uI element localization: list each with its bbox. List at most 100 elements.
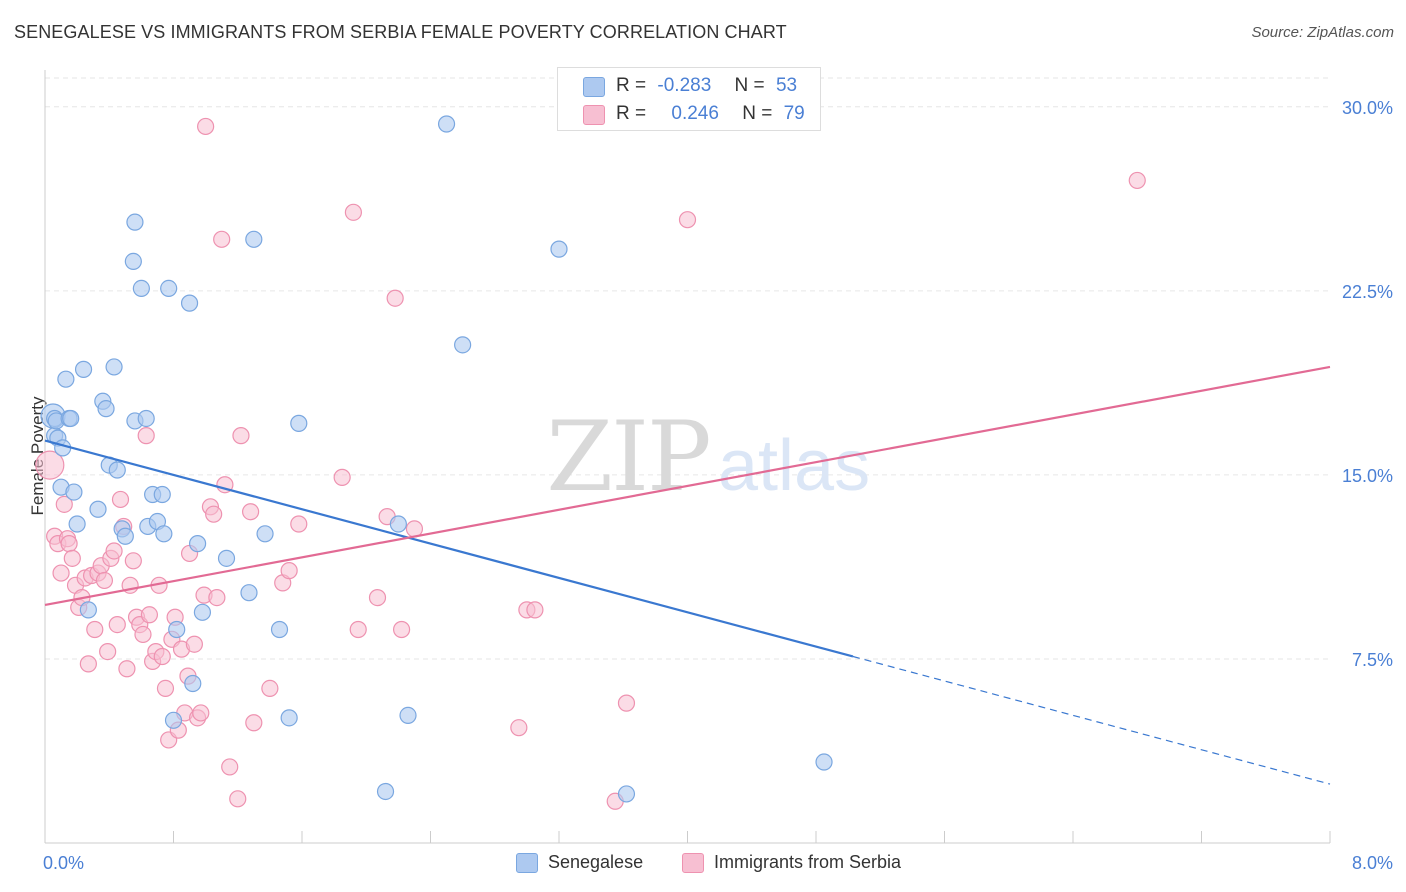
serbia-point	[1128, 171, 1146, 190]
serbia-point	[52, 564, 70, 582]
senegalese-point	[132, 279, 150, 298]
serbia-points	[35, 117, 1146, 810]
source-label: Source: ZipAtlas.com	[1251, 24, 1394, 41]
n-value: 53	[775, 75, 798, 96]
serbia-point	[617, 694, 636, 712]
senegalese-legend-swatch	[516, 852, 538, 873]
y-tick-label: 15.0%	[1342, 466, 1393, 486]
serbia-point	[124, 552, 142, 570]
senegalese-point	[126, 213, 144, 231]
x-tick-label: 0.0%	[43, 853, 84, 873]
serbia-point	[153, 647, 171, 666]
senegalese-point	[54, 439, 72, 457]
serbia-point	[208, 589, 226, 607]
senegalese-point	[188, 535, 207, 553]
senegalese-point	[97, 400, 115, 418]
x-tick-label: 8.0%	[1352, 853, 1393, 873]
serbia-point	[333, 468, 351, 486]
serbia-trend-line	[44, 365, 1331, 607]
serbia-point	[678, 211, 697, 229]
senegalese-point	[217, 549, 236, 567]
y-tick-label: 22.5%	[1342, 282, 1393, 302]
serbia-point	[99, 642, 117, 661]
serbia-point	[108, 615, 126, 634]
senegalese-point	[290, 414, 308, 432]
senegalese-point	[62, 409, 80, 428]
senegalese-point	[454, 336, 472, 354]
r-label: R =	[616, 75, 647, 96]
senegalese-point	[168, 620, 186, 639]
watermark: ZIP atlas	[546, 401, 870, 513]
senegalese-point	[280, 709, 298, 727]
serbia-point	[35, 450, 65, 480]
serbia-legend-label: Immigrants from Serbia	[714, 852, 902, 872]
serbia-point	[197, 117, 215, 136]
serbia-point	[111, 490, 130, 509]
tick-labels: 7.5% 15.0% 22.5% 30.0% 0.0% 8.0%	[43, 98, 1393, 873]
senegalese-point	[399, 706, 417, 724]
serbia-point	[55, 495, 73, 513]
senegalese-point	[245, 230, 263, 248]
serbia-point	[95, 571, 114, 590]
serbia-point	[105, 542, 123, 560]
senegalese-trend-line	[44, 439, 854, 658]
senegalese-swatch	[583, 77, 605, 97]
stats-legend: R = -0.283 N = 53 R = 0.246 N = 79	[557, 67, 821, 131]
serbia-point	[185, 635, 203, 653]
senegalese-point	[270, 620, 289, 639]
serbia-point	[386, 289, 404, 307]
serbia-point	[60, 535, 78, 553]
senegalese-point	[164, 711, 183, 729]
serbia-point	[156, 679, 175, 698]
senegalese-point	[65, 483, 83, 501]
senegalese-point	[240, 584, 258, 602]
trend-lines	[44, 365, 1331, 785]
senegalese-trend-extension	[852, 655, 1331, 785]
r-value: -0.283	[657, 75, 712, 96]
serbia-point	[392, 620, 411, 639]
serbia-point	[245, 714, 263, 732]
grid-lines	[45, 77, 1330, 660]
serbia-point	[221, 758, 239, 776]
chart-title: SENEGALESE VS IMMIGRANTS FROM SERBIA FEM…	[14, 22, 787, 42]
serbia-point	[344, 203, 362, 221]
senegalese-point	[256, 525, 274, 543]
senegalese-legend-label: Senegalese	[548, 852, 644, 872]
stats-row-senegalese: R = -0.283 N = 53	[558, 73, 820, 99]
senegalese-point	[550, 240, 568, 258]
senegalese-point	[617, 785, 636, 803]
watermark-zip: ZIP	[546, 401, 709, 513]
serbia-point	[118, 660, 136, 678]
senegalese-point	[184, 674, 202, 693]
senegalese-stats: R = -0.283 N = 53	[616, 75, 797, 97]
senegalese-point	[153, 485, 171, 504]
n-label: N =	[734, 75, 765, 96]
senegalese-point	[105, 358, 123, 376]
serbia-point	[205, 505, 223, 523]
senegalese-point	[437, 115, 456, 133]
senegalese-point	[74, 360, 93, 378]
n-value: 79	[783, 103, 805, 124]
serbia-swatch	[583, 105, 605, 125]
y-tick-label: 30.0%	[1342, 98, 1393, 118]
senegalese-point	[68, 515, 86, 533]
r-label: R =	[616, 103, 647, 124]
legend-item-serbia[interactable]: Immigrants from Serbia	[682, 852, 901, 873]
senegalese-point	[389, 515, 407, 533]
senegalese-point	[193, 603, 212, 621]
senegalese-point	[89, 500, 107, 518]
legend-item-senegalese[interactable]: Senegalese	[516, 852, 643, 873]
senegalese-point	[108, 461, 126, 479]
serbia-point	[192, 704, 210, 722]
senegalese-point	[155, 525, 173, 543]
serbia-point	[229, 790, 247, 808]
senegalese-point	[57, 370, 75, 388]
serbia-point	[63, 549, 81, 567]
senegalese-point	[79, 601, 97, 619]
serbia-point	[526, 601, 544, 619]
serbia-point	[232, 427, 250, 445]
serbia-point	[510, 719, 528, 737]
serbia-point	[290, 515, 308, 533]
serbia-point	[368, 589, 387, 607]
